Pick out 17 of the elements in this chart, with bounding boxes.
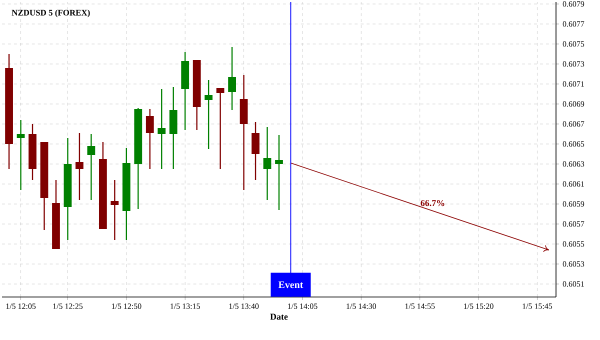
- candlestick: [216, 87, 224, 170]
- candlestick: [204, 79, 213, 150]
- candlestick: [110, 179, 119, 241]
- ref-line-label: Event: [278, 281, 304, 288]
- candlestick: [228, 46, 236, 111]
- candlestick: [252, 121, 260, 181]
- candlestick: [158, 88, 166, 170]
- candlestick: [87, 133, 96, 201]
- candlestick: [169, 86, 178, 170]
- x-axis-title: Date: [270, 314, 288, 320]
- candlestick: [146, 108, 154, 170]
- candlestick: [16, 119, 25, 191]
- candlestick: [275, 134, 283, 211]
- text: NZDUSD 5 (FOREX): [12, 10, 90, 18]
- annotation: 66.7%: [420, 200, 444, 206]
- candlestick: [263, 126, 272, 201]
- candlestick: [76, 132, 84, 201]
